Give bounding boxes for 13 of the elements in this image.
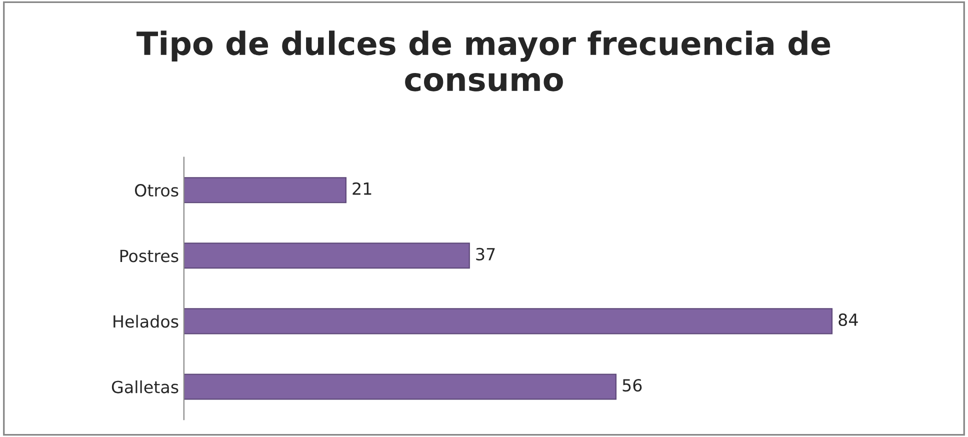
chart-title: Tipo de dulces de mayor frecuencia de consumo [136, 30, 830, 92]
y-tick-label: Postres [120, 250, 178, 262]
bar [184, 374, 617, 400]
bar [184, 242, 470, 269]
y-tick-label: Galletas [112, 380, 178, 394]
data-label: 84 [838, 313, 858, 326]
y-tick-label: Otros [134, 184, 178, 197]
bar [184, 308, 833, 334]
data-label: 21 [352, 182, 372, 195]
data-label: 37 [476, 248, 495, 260]
data-label: 56 [622, 378, 642, 392]
bar [184, 177, 346, 204]
y-tick-label: Helados [114, 314, 178, 328]
